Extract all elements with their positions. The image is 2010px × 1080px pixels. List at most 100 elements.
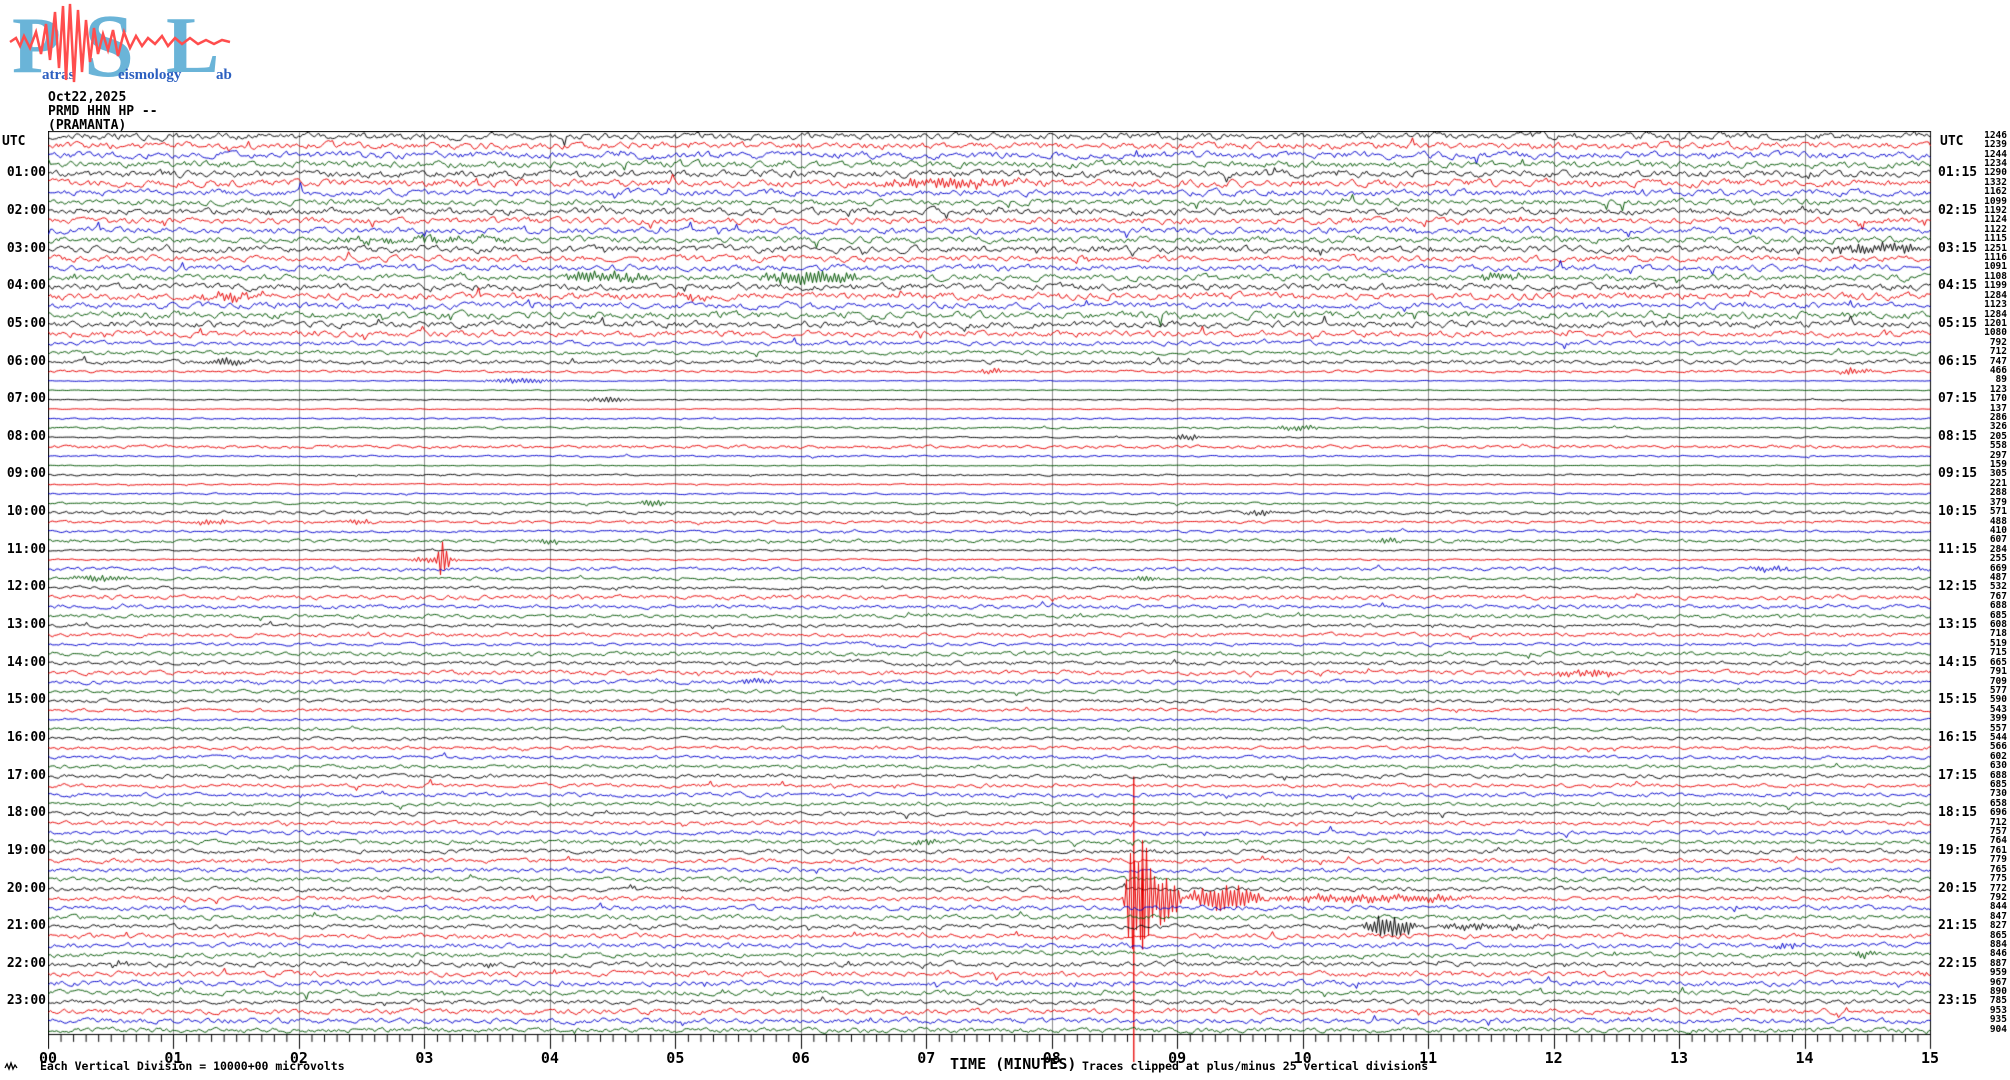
psl-logo: P S L atras eismology ab (9, 2, 232, 90)
amp-value: 959 (1989, 967, 2007, 979)
amp-value: 1116 (1984, 252, 2007, 264)
x-tick-label: 12 (1544, 1049, 1563, 1067)
header-date: Oct22,2025 (48, 90, 127, 105)
x-tick-label: 11 (1419, 1049, 1438, 1067)
x-tick-label: 14 (1795, 1049, 1814, 1067)
amp-value: 846 (1989, 948, 2007, 960)
amp-value: 715 (1989, 647, 2007, 659)
amp-value: 827 (1989, 920, 2007, 932)
amp-value: 709 (1989, 675, 2007, 687)
amp-value: 1099 (1984, 195, 2007, 207)
amp-value: 718 (1989, 628, 2007, 640)
amp-value: 466 (1989, 364, 2007, 376)
amp-value: 286 (1989, 412, 2007, 424)
logo-word-ab: ab (216, 67, 232, 83)
amp-value: 1199 (1984, 280, 2007, 292)
x-tick-label: 02 (289, 1049, 308, 1067)
hour-label-right: 01:15 (1938, 165, 1978, 181)
amp-value: 284 (1989, 543, 2007, 555)
amp-value: 688 (1989, 600, 2007, 612)
amp-value: 1234 (1984, 157, 2007, 169)
amp-value: 685 (1989, 609, 2007, 621)
amp-value: 602 (1989, 750, 2007, 762)
amp-value: 532 (1989, 581, 2007, 593)
amp-value: 170 (1989, 393, 2007, 405)
amp-value: 89 (1995, 374, 2007, 386)
hour-label-right: 09:15 (1938, 466, 1978, 482)
amp-value: 688 (1989, 769, 2007, 781)
logo-word-eismology: eismology (118, 67, 182, 83)
amp-value: 1246 (1984, 129, 2007, 141)
hour-label-left: 19:00 (6, 842, 46, 858)
footer-scale-text: Each Vertical Division = 10000+00 microv… (40, 1059, 345, 1073)
amp-value: 571 (1989, 506, 2007, 518)
hour-label-right: 18:15 (1938, 805, 1978, 821)
amp-value: 1332 (1984, 176, 2007, 188)
amp-value: 221 (1989, 477, 2007, 489)
x-tick-label: 04 (540, 1049, 559, 1067)
hour-label-right: 03:15 (1938, 240, 1978, 256)
x-tick-label: 06 (791, 1049, 810, 1067)
amp-value: 255 (1989, 553, 2007, 565)
hour-label-left: 10:00 (6, 504, 46, 520)
amp-value: 1162 (1984, 186, 2007, 198)
amp-value: 159 (1989, 459, 2007, 471)
hour-label-left: 16:00 (6, 729, 46, 745)
utc-header-left: UTC (2, 134, 26, 149)
amp-value: 410 (1989, 524, 2007, 536)
amp-value: 953 (1989, 1004, 2007, 1016)
amp-value: 772 (1989, 882, 2007, 894)
hour-label-left: 09:00 (6, 466, 46, 482)
x-axis-title: TIME (MINUTES) (950, 1055, 1077, 1073)
amp-value: 1201 (1984, 317, 2007, 329)
x-tick-label: 05 (666, 1049, 685, 1067)
amp-value: 712 (1989, 816, 2007, 828)
hour-label-right: 14:15 (1938, 654, 1978, 670)
amp-value: 608 (1989, 619, 2007, 631)
amp-value: 137 (1989, 402, 2007, 414)
header-station: PRMD HHN HP -- (48, 104, 158, 119)
hour-label-left: 12:00 (6, 579, 46, 595)
x-tick-label: 10 (1293, 1049, 1312, 1067)
x-tick-label: 13 (1670, 1049, 1689, 1067)
hour-label-right: 08:15 (1938, 428, 1978, 444)
amp-value: 696 (1989, 807, 2007, 819)
amp-value: 558 (1989, 440, 2007, 452)
amp-value: 767 (1989, 590, 2007, 602)
hour-label-left: 01:00 (6, 165, 46, 181)
amp-value: 1284 (1984, 308, 2007, 320)
amp-value: 1108 (1984, 270, 2007, 282)
hour-label-left: 14:00 (6, 654, 46, 670)
amp-value: 658 (1989, 797, 2007, 809)
amp-value: 630 (1989, 760, 2007, 772)
hour-label-right: 17:15 (1938, 767, 1978, 783)
hour-label-right: 23:15 (1938, 993, 1978, 1009)
hour-label-right: 22:15 (1938, 955, 1978, 971)
amp-value: 884 (1989, 939, 2007, 950)
hour-label-left: 23:00 (6, 993, 46, 1009)
amp-value: 747 (1989, 355, 2007, 367)
amp-value: 792 (1989, 891, 2007, 903)
amp-value: 765 (1989, 863, 2007, 875)
hour-label-left: 08:00 (6, 428, 46, 444)
amp-value: 1244 (1984, 148, 2007, 160)
hour-label-right: 07:15 (1938, 391, 1978, 407)
amp-value: 1192 (1984, 204, 2007, 216)
hour-label-right: 13:15 (1938, 617, 1978, 633)
amp-value: 761 (1989, 844, 2007, 856)
hour-label-left: 21:00 (6, 918, 46, 934)
amp-value: 1080 (1984, 327, 2007, 339)
amp-value: 844 (1989, 901, 2007, 913)
hour-label-left: 17:00 (6, 767, 46, 783)
amp-value: 890 (1989, 986, 2007, 998)
amp-value: 379 (1989, 496, 2007, 508)
logo-word-atras: atras (42, 67, 75, 83)
amp-value: 326 (1989, 421, 2007, 433)
hour-label-left: 20:00 (6, 880, 46, 896)
amp-value: 967 (1989, 976, 2007, 988)
hour-label-right: 15:15 (1938, 692, 1978, 708)
hour-label-right: 19:15 (1938, 842, 1978, 858)
hour-label-left: 03:00 (6, 240, 46, 256)
amp-value: 544 (1989, 731, 2007, 743)
